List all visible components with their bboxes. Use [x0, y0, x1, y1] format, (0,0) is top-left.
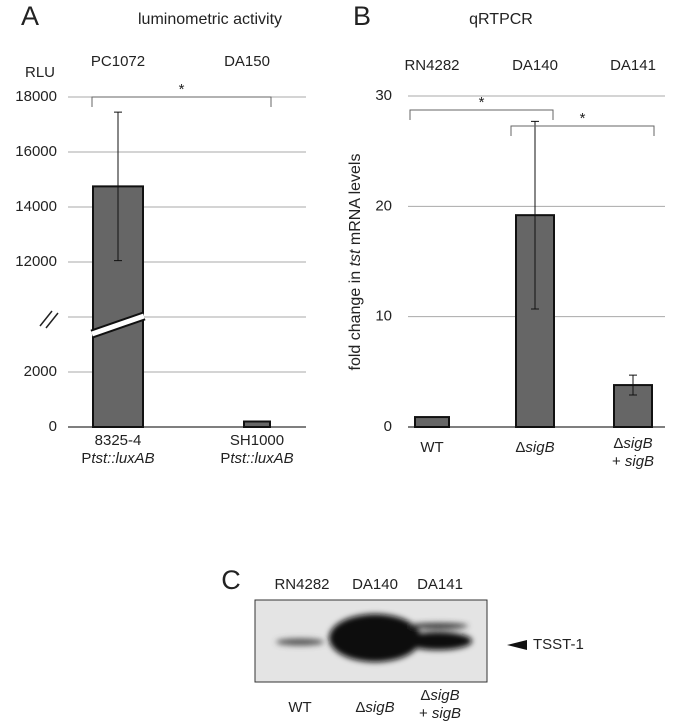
strain-label: DA150 — [224, 53, 270, 70]
y-tick-label: 0 — [49, 418, 57, 435]
chart-title: qRTPCR — [469, 11, 533, 28]
blot-bands — [276, 614, 472, 662]
y-tick-label: 0 — [384, 418, 392, 435]
panel-letter: B — [353, 1, 371, 31]
significance-label: * — [179, 81, 185, 98]
chart-title: luminometric activity — [138, 11, 282, 28]
significance-bracket — [510, 125, 655, 136]
panel-letter: C — [221, 565, 241, 595]
strain-label: PC1072 — [91, 53, 145, 70]
panel-letter: A — [21, 1, 39, 31]
error-bar — [629, 374, 637, 396]
error-bar — [531, 120, 539, 310]
y-tick-label: 20 — [375, 197, 392, 214]
strain-label: DA140 — [512, 57, 558, 74]
axis-break — [39, 310, 59, 329]
y-axis-label: RLU — [25, 64, 55, 81]
y-tick-label: 12000 — [15, 253, 57, 270]
x-tick-label: Ptst::luxAB — [81, 450, 154, 467]
y-tick-label: 30 — [375, 87, 392, 104]
significance-label: * — [479, 94, 485, 111]
x-tick-label: Ptst::luxAB — [220, 450, 293, 467]
y-tick-label: 16000 — [15, 143, 57, 160]
x-tick-label: 8325-4 — [95, 432, 142, 449]
bar-break — [91, 313, 145, 337]
strain-label: DA141 — [417, 576, 463, 593]
y-tick-label: 14000 — [15, 198, 57, 215]
x-tick-label: SH1000 — [230, 432, 284, 449]
strain-label: DA140 — [352, 576, 398, 593]
error-bar — [114, 111, 122, 262]
y-axis-label: fold change in tst mRNA levels — [347, 154, 364, 371]
bar — [243, 420, 271, 428]
strain-label: DA141 — [610, 57, 656, 74]
band-arrow — [507, 640, 527, 650]
y-tick-label: 10 — [375, 308, 392, 325]
lane-label: ΔsigB — [420, 687, 459, 704]
significance-bracket — [409, 109, 554, 120]
x-tick-label: ΔsigB — [613, 435, 652, 452]
x-tick-label: WT — [420, 439, 443, 456]
x-tick-label: ΔsigB — [515, 439, 554, 456]
significance-label: * — [580, 110, 586, 127]
y-tick-label: 2000 — [24, 363, 57, 380]
strain-label: RN4282 — [274, 576, 329, 593]
y-tick-label: 18000 — [15, 88, 57, 105]
lane-label: WT — [288, 699, 311, 716]
bar — [414, 416, 450, 429]
x-tick-label: + sigB — [612, 453, 654, 470]
strain-label: RN4282 — [404, 57, 459, 74]
lane-label: + sigB — [419, 705, 461, 722]
lane-label: ΔsigB — [355, 699, 394, 716]
band-label: TSST-1 — [533, 636, 584, 653]
significance-bracket — [91, 96, 272, 107]
